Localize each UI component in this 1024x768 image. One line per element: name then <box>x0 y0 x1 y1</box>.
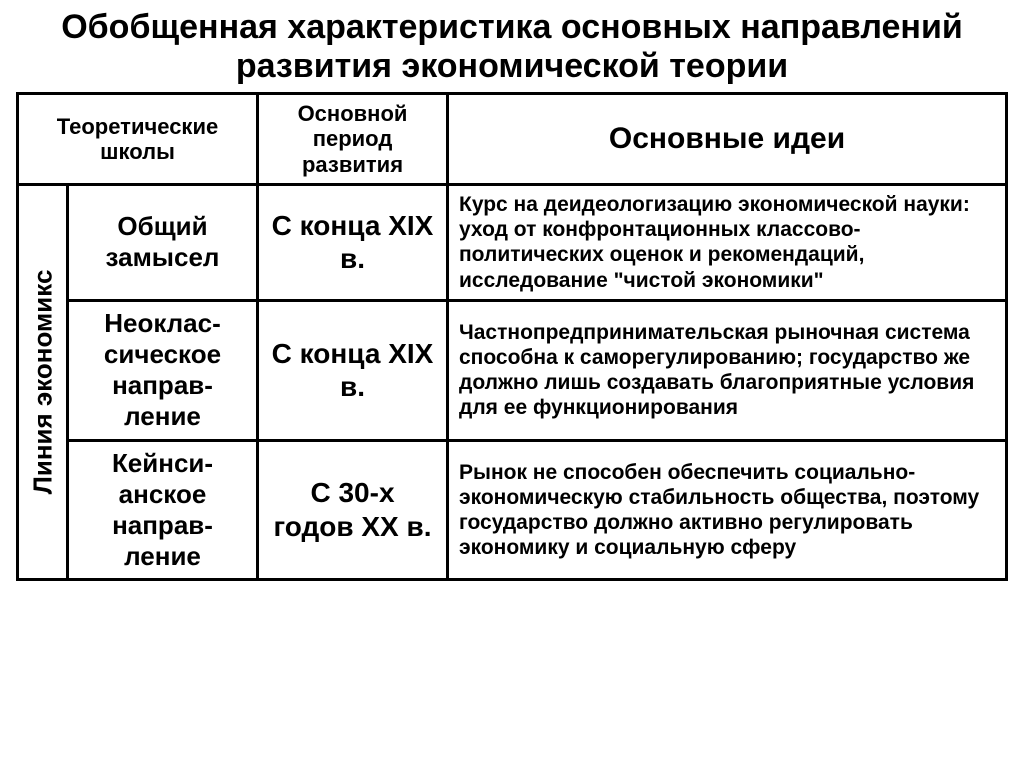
group-label-cell: Линия экономикс <box>18 185 68 580</box>
period-cell: С конца XIX в. <box>258 300 448 440</box>
table-header-row: Теоретические школы Основной период разв… <box>18 94 1007 185</box>
group-label: Линия экономикс <box>27 270 58 495</box>
header-period: Основной период развития <box>258 94 448 185</box>
ideas-cell: Курс на деидеологизацию экономической на… <box>448 185 1007 301</box>
header-ideas: Основные идеи <box>448 94 1007 185</box>
school-cell: Общий замысел <box>68 185 258 301</box>
period-cell: С конца XIX в. <box>258 185 448 301</box>
page-title: Обобщенная характеристика основных напра… <box>16 8 1008 86</box>
ideas-cell: Частнопредпринимательская рыночная систе… <box>448 300 1007 440</box>
table-row: Линия экономикс Общий замысел С конца XI… <box>18 185 1007 301</box>
table-row: Кейнси-анское направ-ление С 30-х годов … <box>18 440 1007 580</box>
theory-table: Теоретические школы Основной период разв… <box>16 92 1008 581</box>
school-cell: Кейнси-анское направ-ление <box>68 440 258 580</box>
school-cell: Неоклас-сическое направ-ление <box>68 300 258 440</box>
table-row: Неоклас-сическое направ-ление С конца XI… <box>18 300 1007 440</box>
ideas-cell: Рынок не способен обеспечить социально-э… <box>448 440 1007 580</box>
period-cell: С 30-х годов XX в. <box>258 440 448 580</box>
header-schools: Теоретические школы <box>18 94 258 185</box>
